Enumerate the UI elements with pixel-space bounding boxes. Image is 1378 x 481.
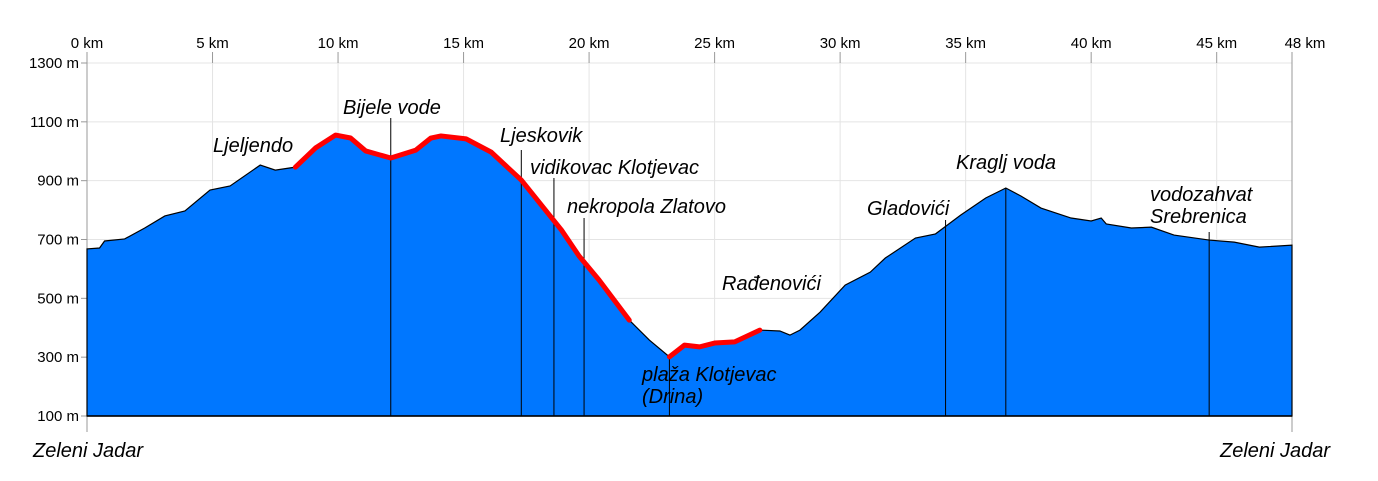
y-tick-label: 1300 m <box>29 55 79 72</box>
x-tick-label: 20 km <box>569 35 610 52</box>
annotation-label: plaža Klotjevac <box>641 364 777 386</box>
x-tick-label: 30 km <box>820 35 861 52</box>
annotation-label: Gladovići <box>867 198 950 220</box>
y-tick-label: 900 m <box>37 173 79 190</box>
x-tick-label: 25 km <box>694 35 735 52</box>
y-tick-label: 300 m <box>37 349 79 366</box>
route-line <box>666 327 763 360</box>
annotation-label: Ljeskovik <box>500 125 583 147</box>
x-tick-label: 48 km <box>1285 35 1326 52</box>
annotation-label: (Drina) <box>642 386 703 408</box>
end-label: Zeleni Jadar <box>1219 440 1331 462</box>
x-tick-label: 5 km <box>196 35 229 52</box>
y-tick-label: 700 m <box>37 232 79 249</box>
x-tick-label: 10 km <box>318 35 359 52</box>
annotation-label: Srebrenica <box>1150 206 1247 228</box>
annotation-label: vidikovac Klotjevac <box>530 157 699 179</box>
x-tick-label: 35 km <box>945 35 986 52</box>
annotation-label: Ljeljendo <box>213 135 293 157</box>
y-tick-label: 100 m <box>37 408 79 425</box>
annotation-label: Rađenovići <box>722 273 822 295</box>
annotation-label: vodozahvat <box>1150 184 1254 206</box>
y-tick-label: 500 m <box>37 290 79 307</box>
x-tick-label: 40 km <box>1071 35 1112 52</box>
start-label: Zeleni Jadar <box>32 440 144 462</box>
x-tick-label: 45 km <box>1196 35 1237 52</box>
annotation-label: nekropola Zlatovo <box>567 196 726 218</box>
x-tick-label: 0 km <box>71 35 104 52</box>
annotation-label: Bijele vode <box>343 97 441 119</box>
route-line <box>292 132 632 323</box>
x-tick-label: 15 km <box>443 35 484 52</box>
annotation-label: Kraglj voda <box>956 152 1056 174</box>
y-tick-label: 1100 m <box>30 114 79 131</box>
